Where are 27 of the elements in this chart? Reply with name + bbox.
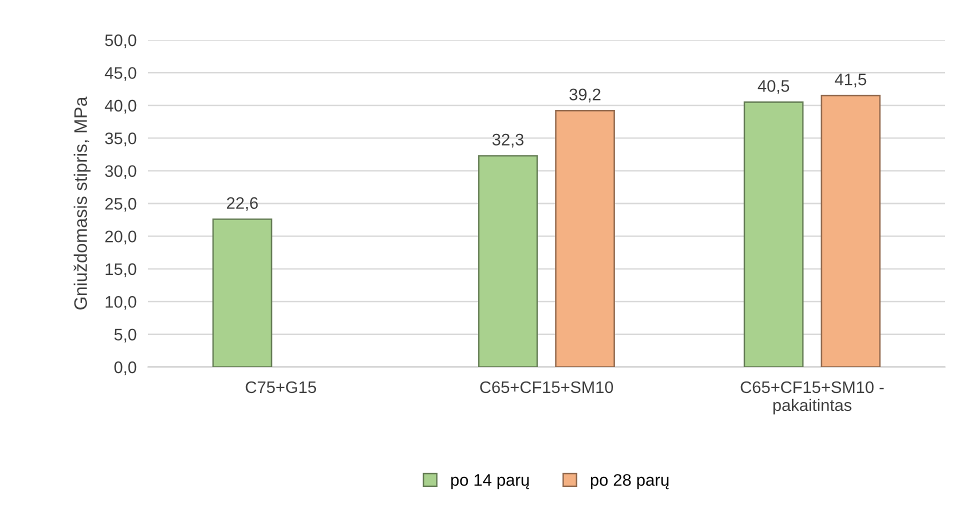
y-axis-title: Gniuždomasis stipris, MPa (74, 96, 91, 310)
data-label: 41,5 (834, 74, 866, 88)
y-tick-label: 35,0 (105, 132, 136, 146)
legend-label: po 14 parų (451, 474, 529, 490)
data-label: 40,5 (758, 80, 790, 94)
data-label: 22,6 (226, 197, 258, 211)
bar (820, 94, 881, 367)
y-tick-label: 45,0 (104, 67, 136, 81)
bar (478, 155, 538, 367)
data-label: 32,3 (492, 134, 524, 148)
y-tick-label: 20,0 (105, 230, 136, 244)
y-tick-label: 25,0 (105, 198, 136, 212)
y-tick-label: 10,0 (106, 296, 136, 310)
y-tick-label: 30,0 (105, 165, 136, 179)
x-tick-label: C65+CF15+SM10 - pakaitintas (740, 381, 884, 414)
y-tick-label: 40,0 (104, 100, 136, 114)
bar (555, 110, 615, 367)
bar (744, 101, 804, 367)
y-tick-label: 5,0 (114, 328, 136, 342)
bar (212, 218, 272, 367)
data-label: 39,2 (569, 88, 600, 102)
y-tick-label: 50,0 (105, 34, 136, 48)
x-tick-label: C65+CF15+SM10 (480, 381, 614, 394)
x-tick-label: C75+G15 (246, 381, 316, 394)
y-tick-label: 0,0 (114, 361, 136, 376)
legend-label: po 28 parų (590, 474, 669, 490)
y-tick-label: 15,0 (106, 263, 136, 278)
